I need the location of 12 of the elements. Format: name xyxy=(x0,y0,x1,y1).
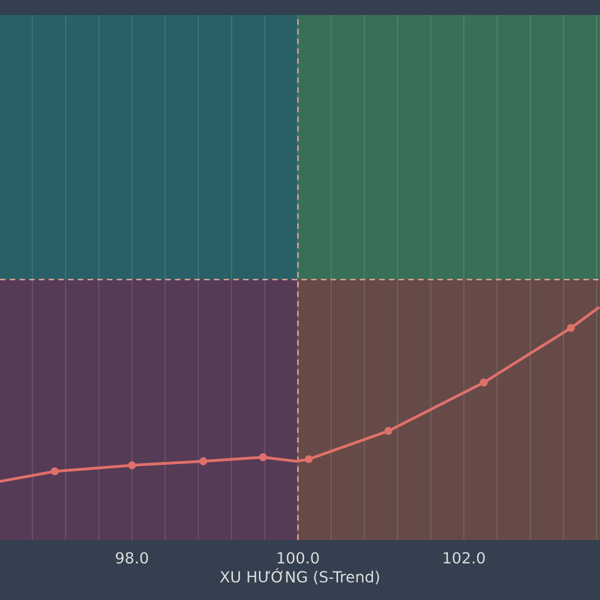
x-tick-label: 102.0 xyxy=(444,552,485,564)
point xyxy=(567,324,575,332)
point xyxy=(50,467,59,476)
point xyxy=(304,455,313,464)
x-axis-title: XU HƯỚNG (S-Trend) xyxy=(220,568,380,584)
point xyxy=(128,461,136,470)
x-tick-label: 98.0 xyxy=(116,552,148,564)
point xyxy=(199,457,208,466)
point xyxy=(259,453,268,462)
point xyxy=(480,378,488,386)
point xyxy=(384,427,392,435)
x-tick-label: 100.0 xyxy=(278,552,319,564)
